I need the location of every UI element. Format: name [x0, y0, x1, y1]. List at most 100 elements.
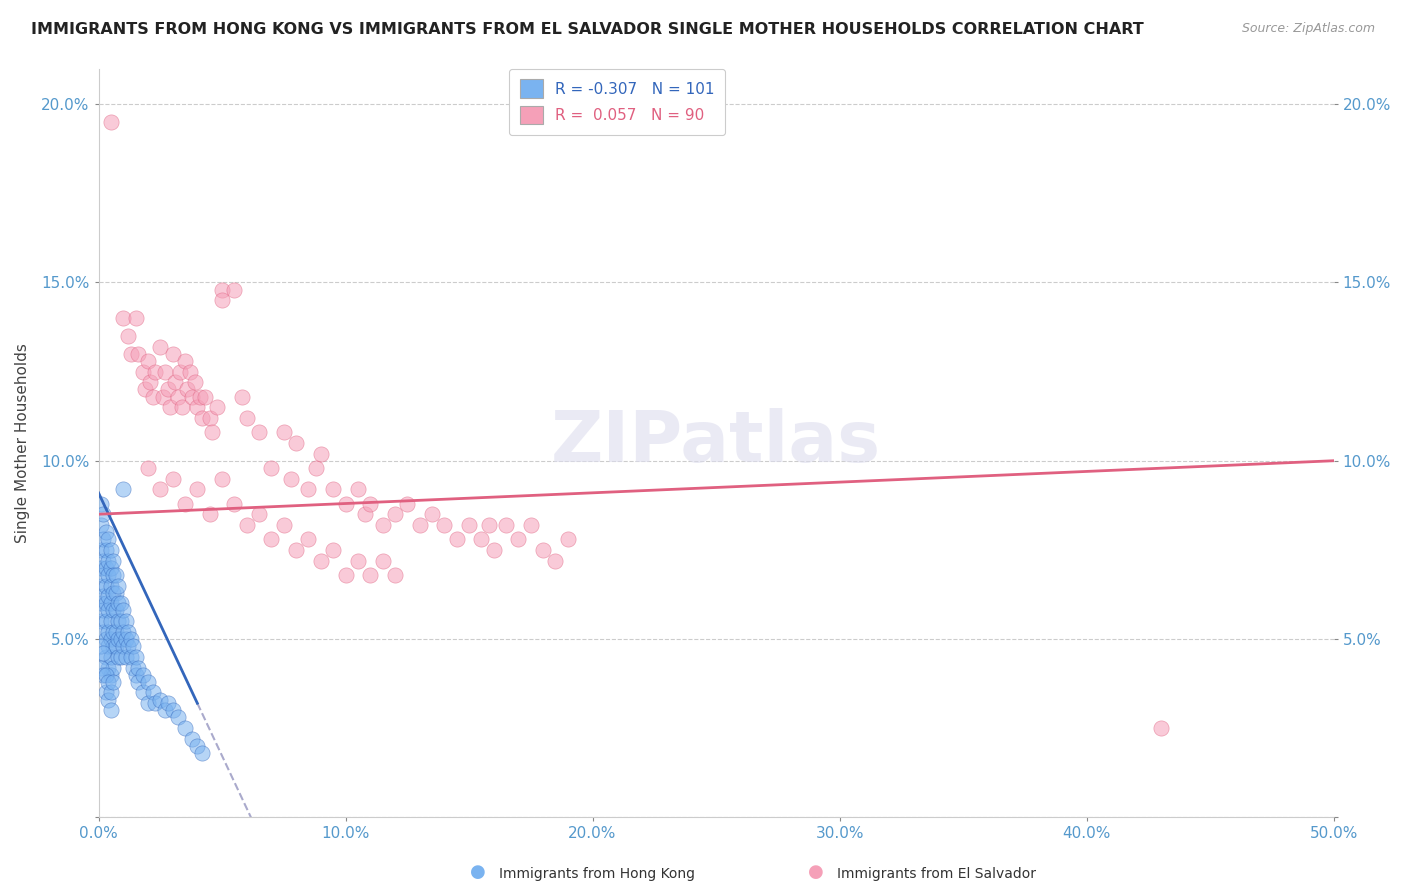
Point [93, 567, 115, 582]
Point [149, 482, 172, 496]
Point [112, 603, 135, 617]
Point [322, 482, 344, 496]
Y-axis label: Single Mother Households: Single Mother Households [15, 343, 30, 543]
Point [94, 596, 117, 610]
Point [103, 624, 125, 639]
Point [247, 507, 270, 521]
Point [94, 542, 117, 557]
Point [231, 390, 253, 404]
Point [159, 401, 181, 415]
Point [162, 472, 184, 486]
Point [142, 685, 165, 699]
Point [107, 632, 129, 646]
Point [94, 667, 117, 681]
Point [211, 283, 233, 297]
Point [100, 703, 122, 717]
Point [103, 585, 125, 599]
Point [134, 383, 156, 397]
Point [354, 507, 377, 521]
Point [107, 614, 129, 628]
Point [90, 596, 112, 610]
Point [335, 496, 357, 510]
Point [100, 632, 122, 646]
Point [93, 553, 115, 567]
Point [174, 496, 197, 510]
Point [224, 496, 246, 510]
Point [94, 632, 117, 646]
Point [347, 553, 370, 567]
Point [93, 646, 115, 660]
Point [508, 532, 530, 546]
Point [174, 354, 197, 368]
Point [235, 517, 257, 532]
Point [93, 532, 115, 546]
Point [359, 496, 381, 510]
Point [136, 674, 159, 689]
Point [260, 532, 283, 546]
Point [132, 667, 155, 681]
Point [139, 376, 162, 390]
Point [107, 649, 129, 664]
Point [104, 585, 127, 599]
Point [112, 482, 135, 496]
Point [181, 390, 204, 404]
Point [166, 710, 188, 724]
Point [155, 365, 177, 379]
Point [384, 507, 406, 521]
Point [97, 660, 120, 674]
Point [285, 542, 308, 557]
Point [205, 401, 228, 415]
Point [305, 461, 328, 475]
Point [103, 567, 125, 582]
Legend: R = -0.307   N = 101, R =  0.057   N = 90: R = -0.307 N = 101, R = 0.057 N = 90 [509, 69, 725, 135]
Point [478, 517, 501, 532]
Point [117, 329, 139, 343]
Point [194, 390, 217, 404]
Text: Source: ZipAtlas.com: Source: ZipAtlas.com [1241, 22, 1375, 36]
Point [90, 542, 112, 557]
Point [335, 567, 357, 582]
Point [97, 532, 120, 546]
Point [420, 507, 443, 521]
Point [136, 354, 159, 368]
Point [94, 524, 117, 539]
Point [297, 482, 319, 496]
Point [103, 660, 125, 674]
Point [97, 553, 120, 567]
Point [103, 603, 125, 617]
Point [97, 639, 120, 653]
Point [347, 482, 370, 496]
Point [132, 685, 155, 699]
Point [93, 589, 115, 603]
Point [482, 542, 505, 557]
Point [408, 517, 430, 532]
Point [174, 721, 197, 735]
Point [384, 567, 406, 582]
Point [458, 517, 481, 532]
Point [93, 667, 115, 681]
Point [117, 624, 139, 639]
Point [100, 614, 122, 628]
Point [94, 649, 117, 664]
Point [110, 649, 132, 664]
Point [122, 660, 145, 674]
Point [396, 496, 419, 510]
Text: Immigrants from Hong Kong: Immigrants from Hong Kong [499, 867, 695, 881]
Point [127, 660, 149, 674]
Point [94, 578, 117, 592]
Point [100, 667, 122, 681]
Text: Immigrants from El Salvador: Immigrants from El Salvador [837, 867, 1036, 881]
Point [93, 624, 115, 639]
Point [117, 639, 139, 653]
Point [90, 496, 112, 510]
Point [100, 685, 122, 699]
Point [107, 596, 129, 610]
Point [186, 482, 208, 496]
Point [544, 553, 567, 567]
Point [124, 311, 146, 326]
Point [93, 507, 115, 521]
Point [273, 425, 295, 440]
Point [103, 553, 125, 567]
Point [152, 390, 174, 404]
Point [90, 560, 112, 574]
